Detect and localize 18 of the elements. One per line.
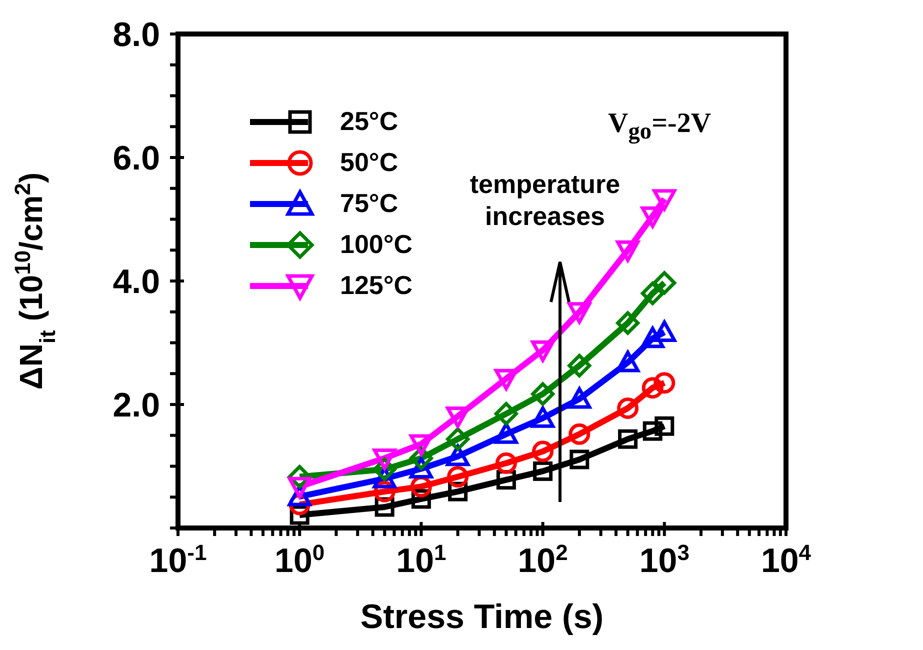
x-tick-label: 10$^{2}$: [518, 540, 568, 580]
x-tick-label: 10$^{0}$: [274, 540, 325, 580]
annotation: V$_{go}$=-2V: [608, 108, 712, 146]
legend-label: 125°C: [340, 270, 413, 301]
x-tick-label: 10$^{3}$: [639, 540, 690, 580]
x-tick-label: 10$^{4}$: [760, 540, 812, 580]
y-tick-label: 2.0: [112, 386, 160, 424]
y-tick-label: 4.0: [112, 263, 160, 301]
legend-label: 50°C: [340, 147, 398, 178]
x-tick-label: 10$^{1}$: [396, 540, 446, 580]
y-tick-label: 8.0: [112, 16, 160, 54]
legend-label: 100°C: [340, 229, 413, 260]
legend-label: 75°C: [340, 188, 398, 219]
x-tick-label: 10$^{-1}$: [149, 540, 207, 580]
x-axis-title: Stress Time (s): [360, 598, 604, 636]
y-tick-label: 6.0: [112, 140, 160, 178]
annotation: temperature increases: [468, 168, 622, 232]
legend-label: 25°C: [340, 106, 398, 137]
